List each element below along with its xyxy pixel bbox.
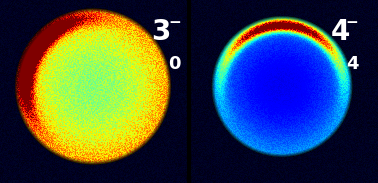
Text: 4: 4 <box>331 18 350 46</box>
Text: 4: 4 <box>346 55 358 73</box>
Text: 0: 0 <box>168 55 181 73</box>
Text: 3: 3 <box>151 18 170 46</box>
Text: −: − <box>168 15 181 30</box>
Text: −: − <box>346 15 359 30</box>
